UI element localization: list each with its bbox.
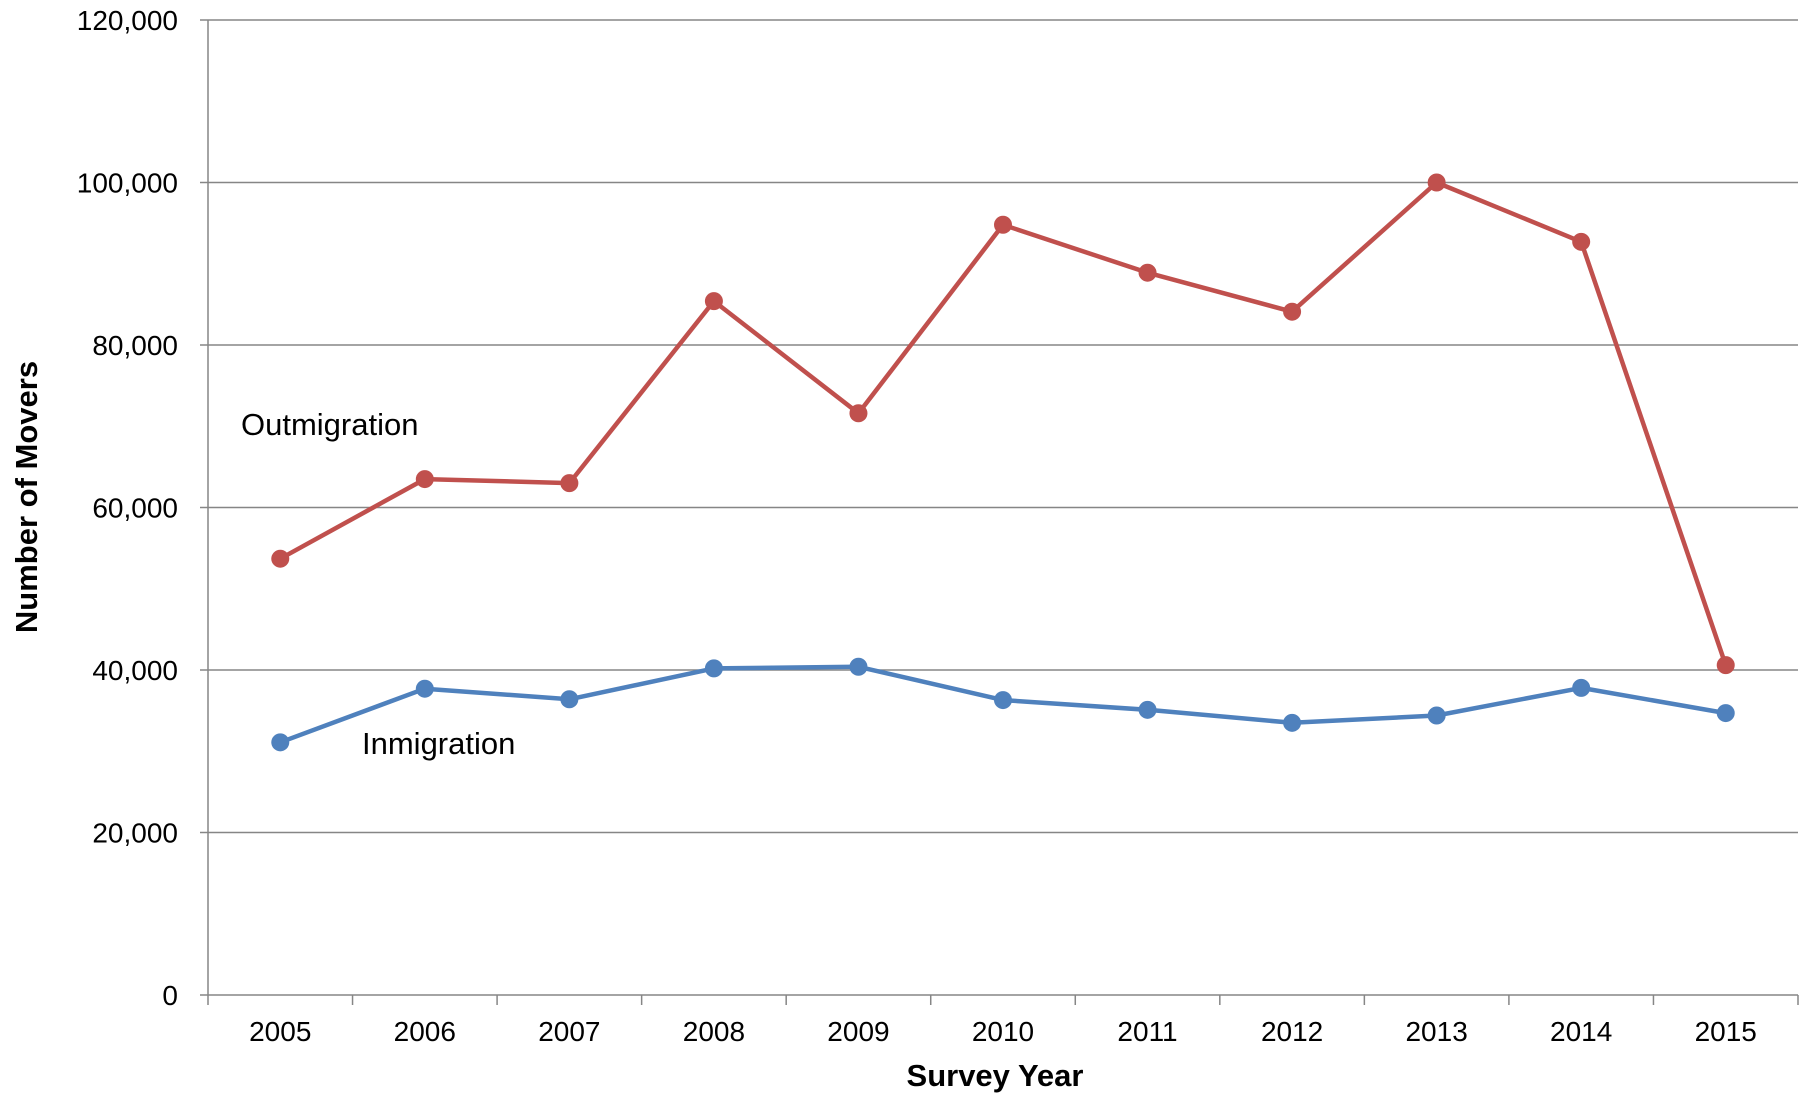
gridlines [208, 19, 1798, 834]
inmigration-point [1572, 678, 1591, 697]
inmigration-annotation: Inmigration [362, 726, 515, 761]
outmigration-line [278, 180, 1728, 668]
outmigration-point [849, 404, 868, 423]
x-axis-title: Survey Year [907, 1058, 1084, 1093]
x-tick-label: 2010 [972, 1016, 1034, 1047]
x-tick-label: 2007 [538, 1016, 600, 1047]
inmigration-point [1716, 704, 1735, 723]
inmigration-point [704, 659, 723, 678]
outmigration-point [271, 549, 290, 568]
inmigration-point [849, 657, 868, 676]
y-tick-label: 100,000 [77, 168, 178, 199]
y-tick-label: 80,000 [92, 330, 178, 361]
outmigration-point [1716, 656, 1735, 675]
outmigration-annotation: Outmigration [241, 407, 418, 442]
x-tick-label: 2015 [1695, 1016, 1757, 1047]
x-tick-label: 2011 [1117, 1016, 1177, 1047]
axes [200, 19, 1799, 1005]
outmigration-point [1427, 173, 1446, 192]
inmigration-point [1138, 700, 1157, 719]
outmigration-point [560, 474, 579, 493]
series-layer [271, 173, 1735, 752]
outmigration-point [994, 215, 1012, 234]
y-tick-label: 40,000 [92, 655, 178, 686]
x-tick-label: 2006 [394, 1016, 456, 1047]
y-tick-label: 60,000 [92, 493, 178, 524]
x-tick-label: 2008 [683, 1016, 745, 1047]
outmigration-point [415, 470, 434, 489]
x-tick-label: 2009 [827, 1016, 889, 1047]
x-axis-tick-labels: 2005 2006 2007 2008 2009 2010 2011 2012 2013 2014… [249, 1016, 1757, 1047]
y-tick-label: 120,000 [77, 5, 178, 36]
inmigration-point [271, 733, 290, 752]
x-tick-label: 2013 [1405, 1016, 1467, 1047]
y-axis-title: Number of Movers [9, 361, 44, 633]
y-axis-tick-labels: 0 20,000 40,000 60,000 80,000 100,000 120,000 [77, 5, 178, 1011]
outmigration-point [1138, 263, 1157, 282]
y-tick-label: 20,000 [92, 818, 178, 849]
outmigration-point [704, 292, 723, 311]
outmigration-point [1572, 232, 1591, 251]
x-tick-label: 2005 [249, 1016, 311, 1047]
inmigration-point [1283, 713, 1302, 732]
y-tick-label: 0 [162, 980, 178, 1011]
inmigration-point [560, 690, 579, 709]
inmigration-point [415, 679, 434, 698]
inmigration-point [1427, 706, 1446, 725]
x-tick-label: 2012 [1261, 1016, 1323, 1047]
outmigration-point [1283, 302, 1302, 321]
x-tick-label: 2014 [1550, 1016, 1612, 1047]
inmigration-point [994, 691, 1012, 710]
